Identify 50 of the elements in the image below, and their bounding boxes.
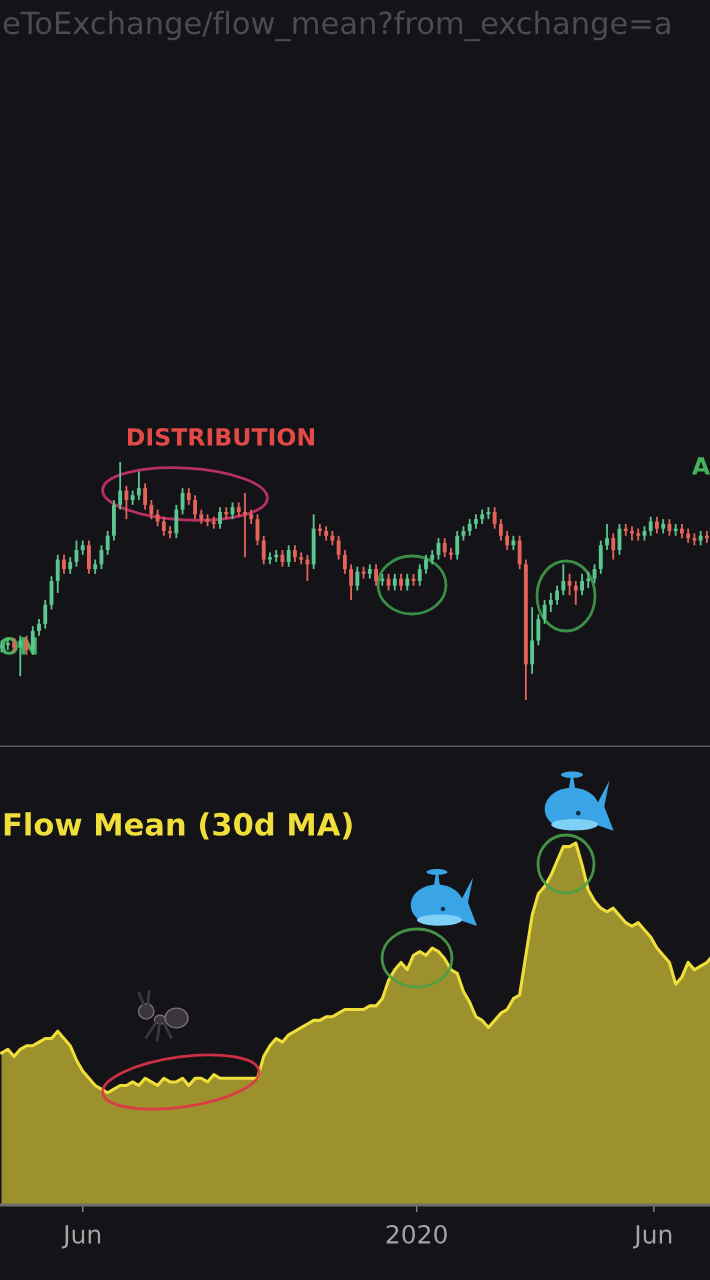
candlestick: [261, 534, 266, 566]
candlestick: [442, 537, 447, 559]
candlestick: [555, 584, 560, 606]
x-tick-label: Jun: [633, 1225, 672, 1249]
candlestick: [124, 484, 129, 521]
candlestick: [336, 534, 341, 561]
text: DISTRIBUTION: [127, 427, 315, 446]
candlestick: [548, 591, 553, 613]
candlestick: [498, 518, 503, 542]
candlestick: [62, 553, 66, 575]
candlestick: [161, 515, 166, 537]
candlestick: [424, 553, 428, 575]
candlestick: [605, 522, 609, 551]
candlestick: [87, 539, 91, 575]
candlestick: [342, 549, 347, 575]
x-tick-label: Jun: [61, 1225, 101, 1249]
candlestick: [573, 580, 578, 606]
chart-title: eToExchange/flow_mean?from_exchange=a: [3, 10, 670, 42]
candlestick: [193, 494, 197, 521]
candlestick: [536, 613, 541, 647]
candlestick: [455, 530, 460, 561]
candlestick: [648, 515, 653, 537]
candlestick: [105, 530, 110, 556]
candlestick: [611, 532, 616, 561]
candlestick: [580, 572, 584, 597]
candlestick: [530, 606, 535, 675]
candlestick: [561, 563, 566, 597]
candlestick: [286, 544, 291, 568]
candlestick: [149, 499, 154, 521]
candlestick: [55, 553, 60, 594]
candlestick: [505, 530, 510, 551]
x-tick-label: 2020: [386, 1224, 447, 1244]
candlestick: [99, 544, 104, 571]
annotation: A: [691, 457, 710, 475]
candlestick: [349, 563, 354, 601]
candlestick: [143, 482, 148, 511]
candlestick: [492, 506, 497, 530]
candlestick: [118, 461, 123, 511]
text: Flow Mean (30d MA): [4, 812, 352, 840]
candlestick: [180, 487, 185, 516]
candlestick: [517, 534, 522, 571]
candlestick: [598, 539, 603, 575]
candlestick: [43, 599, 48, 630]
candlestick: [136, 470, 141, 501]
candlestick: [174, 503, 179, 540]
candlestick: [542, 599, 547, 625]
candlestick: [374, 563, 378, 587]
candlestick: [218, 506, 222, 530]
candlestick: [417, 563, 422, 587]
candlestick: [355, 565, 360, 592]
